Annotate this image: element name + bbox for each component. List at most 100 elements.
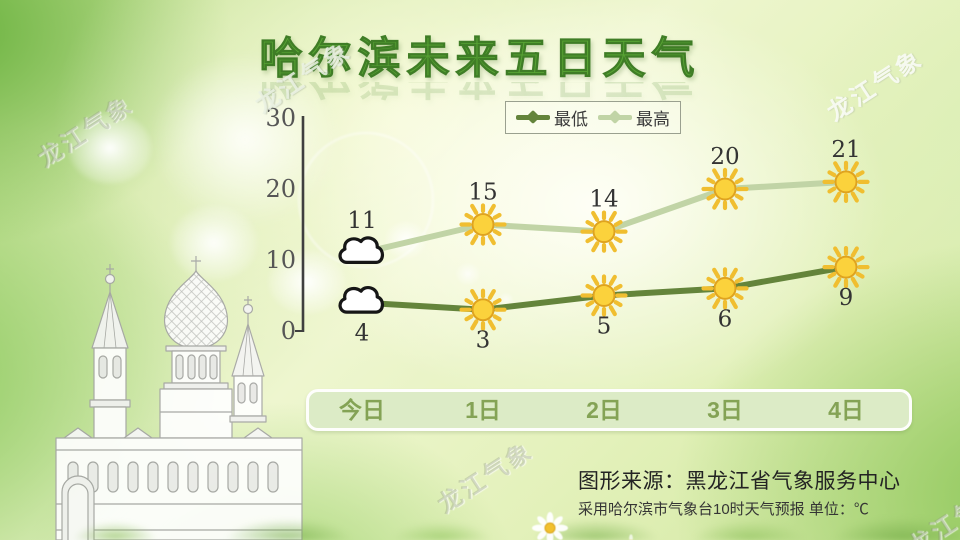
sun-ray [833,161,842,173]
temp-high-value-label: 11 [347,208,376,234]
sun-ray [613,300,623,308]
legend-low-label: 最低 [554,110,588,129]
sun-icon [701,167,749,211]
low-line-marker-icon [516,115,550,120]
sun-ray [706,177,716,185]
sun-ray [608,305,617,317]
sun-icon [822,160,870,203]
bokeh-bubble [455,262,481,286]
watermark: 龙江气象 [902,479,960,540]
bokeh-bubble [498,292,514,307]
sun-ray [585,220,595,227]
sun-ray [734,276,744,284]
sun-icon [580,210,628,253]
legend-item-low: 最低 [516,105,588,130]
sun-ray [585,236,595,244]
temp-low-value-label: 6 [718,306,733,332]
sun-ray [850,246,859,258]
sun-core [471,213,495,236]
sun-ray [734,193,744,201]
bokeh-bubble [384,220,428,260]
sun-ray [729,198,738,210]
sun-ray [712,168,721,180]
daisy-flower-icon [629,534,633,540]
sun-ray [591,241,600,253]
chart-legend: 最低 最高 [505,101,681,134]
sun-core [713,177,737,201]
cathedral-sketch [55,256,303,540]
sun-ray [855,186,865,194]
sun-ray [833,191,842,203]
cloud-icon [338,285,385,314]
page-title: 哈尔滨未来五日天气 [259,35,701,84]
sun-ray [487,319,496,331]
sun-ray [827,186,837,194]
sun-ray [608,241,617,253]
sun-ray [855,170,865,178]
bokeh-ring [298,132,434,268]
sun-ray [487,289,496,301]
high-line-marker-icon [598,115,632,120]
sun-ray [470,203,479,215]
sun-ray [464,314,474,322]
sun-ray [855,271,865,279]
sun-ray [585,283,595,291]
sun-ray [464,229,474,237]
sun-ray [613,236,623,244]
sun-ray [591,274,600,286]
source-line1: 图形来源：黑龙江省气象服务中心 [578,470,901,493]
sun-core [592,220,616,244]
sun-icon [580,274,628,317]
legend-item-high: 最高 [598,105,670,130]
sun-ray [827,255,837,263]
legend-high-label: 最高 [636,110,670,129]
sun-ray [464,298,474,306]
sun-icon [459,288,507,331]
sun-ray [850,161,859,173]
source-line2: 采用哈尔滨市气象台10时天气预报 单位：℃ [578,501,869,518]
x-axis-label: 今日 [339,397,385,423]
sun-ray [855,255,865,263]
temp-low-value-label: 4 [355,321,370,347]
watermark: 龙江气象 [432,437,539,519]
sun-ray [613,220,623,227]
sun-ray [470,319,479,331]
source-credit: 图形来源：黑龙江省气象服务中心 采用哈尔滨市气象台10时天气预报 单位：℃ [578,465,901,519]
sun-ray [729,297,738,310]
temp-high-value-label: 14 [589,187,618,213]
cloud-icon [338,236,385,265]
sun-ray [470,234,479,246]
temp-low-value-label: 3 [476,328,491,354]
temp-low-value-label: 9 [839,285,854,311]
sun-ray [585,300,595,308]
sun-ray [608,210,617,223]
poster-title-block: 哈尔滨未来五日天气 哈尔滨未来五日天气 [0,24,960,112]
sun-ray [712,297,721,310]
sun-ray [712,267,721,279]
sun-ray [850,191,859,203]
sun-ray [729,168,738,180]
sun-ray [706,276,716,284]
temp-high-line [359,178,849,256]
page-title-reflection: 哈尔滨未来五日天气 [0,82,960,112]
sun-ray [464,212,474,220]
sun-icon [701,267,749,310]
cloud-shape [338,236,385,265]
temp-high-value-label: 20 [710,144,739,170]
sun-ray [827,271,837,279]
sun-ray [487,203,496,215]
sun-ray [487,234,496,246]
sun-ray [706,193,716,201]
sun-icon [459,203,507,246]
y-tick-label: 20 [265,175,296,203]
sun-ray [827,170,837,178]
sun-ray [613,283,623,291]
sun-ray [850,276,859,288]
sun-ray [492,314,502,322]
sun-ray [492,298,502,306]
sun-core [713,276,737,300]
x-axis-category-bar: 今日 1日 2日 3日 4日 [306,389,912,431]
sun-ray [729,267,738,279]
temp-low-line [359,264,849,313]
